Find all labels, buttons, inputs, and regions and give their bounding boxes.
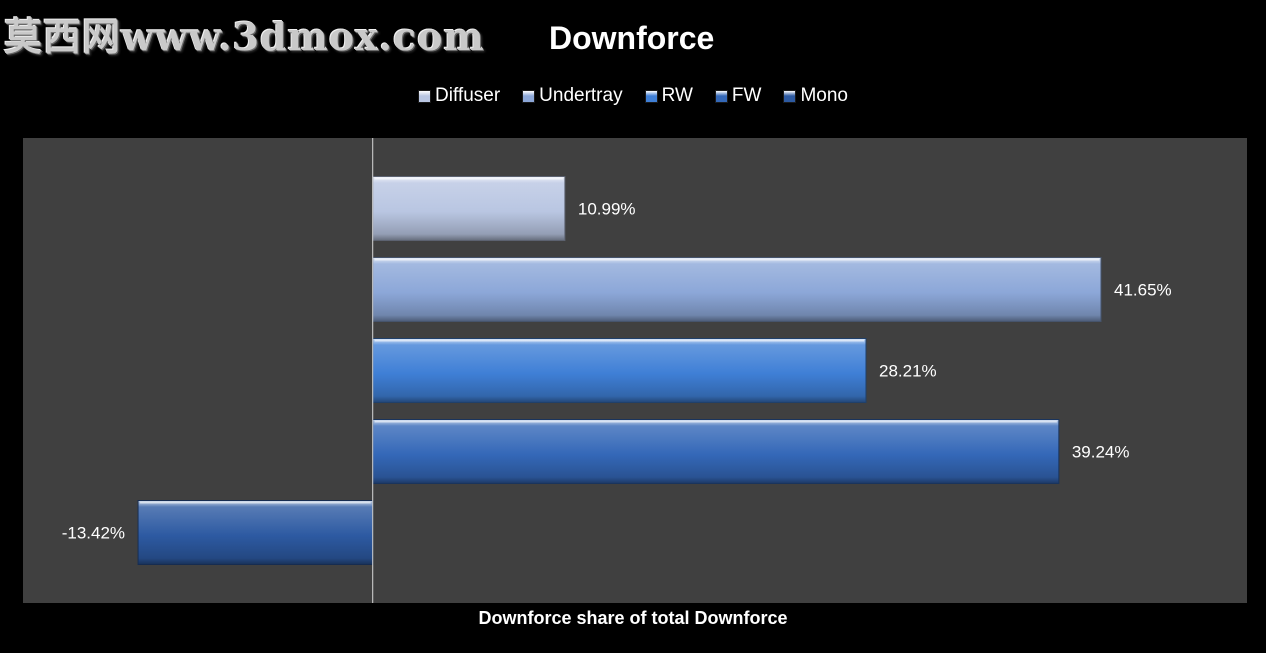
plot-area: 10.99% 41.65% 28.21% 39.24% -13.42% <box>23 138 1247 603</box>
legend-swatch-undertray <box>522 89 536 103</box>
legend-item-diffuser: Diffuser <box>418 84 500 108</box>
data-label-mono: -13.42% <box>62 524 125 543</box>
bar-diffuser <box>372 176 566 241</box>
legend-item-undertray: Undertray <box>522 84 623 108</box>
legend-item-rw: RW <box>644 84 693 108</box>
bar-rw <box>372 338 867 403</box>
legend-swatch-fw <box>714 89 728 103</box>
bar-chart-svg: 10.99% 41.65% 28.21% 39.24% -13.42% <box>23 138 1247 603</box>
legend-swatch-diffuser <box>418 89 432 103</box>
bar-highlight-rw <box>374 339 864 342</box>
bar-mono <box>137 500 374 565</box>
bar-highlight-undertray <box>374 258 1099 261</box>
x-axis-title: Downforce share of total Downforce <box>478 608 788 628</box>
bar-highlight-mono <box>140 501 371 504</box>
data-labels-layer: 10.99% 41.65% 28.21% 39.24% -13.42% <box>62 200 1172 543</box>
legend-swatch-rw <box>644 89 658 103</box>
watermark-logo: 莫西网www.3dmox.com <box>4 14 485 59</box>
legend-swatch-mono <box>783 89 797 103</box>
legend-label-fw: FW <box>731 85 762 106</box>
bars-layer <box>137 176 1102 565</box>
legend-label-diffuser: Diffuser <box>435 85 501 106</box>
bar-fw <box>372 419 1060 484</box>
data-label-fw: 39.24% <box>1072 443 1130 462</box>
legend-item-fw: FW <box>714 84 762 108</box>
legend-label-undertray: Undertray <box>539 85 623 106</box>
bar-highlight-diffuser <box>374 177 563 180</box>
bar-undertray <box>372 257 1102 322</box>
bar-highlight-fw <box>374 420 1057 423</box>
chart-legend: Diffuser Undertray RW FW Mono <box>0 84 1266 108</box>
data-label-undertray: 41.65% <box>1114 281 1172 300</box>
legend-item-mono: Mono <box>783 84 848 108</box>
data-label-rw: 28.21% <box>879 362 937 381</box>
legend-label-mono: Mono <box>800 85 848 106</box>
chart-title: Downforce <box>549 20 715 56</box>
legend-label-rw: RW <box>661 85 693 106</box>
data-label-diffuser: 10.99% <box>578 200 636 219</box>
